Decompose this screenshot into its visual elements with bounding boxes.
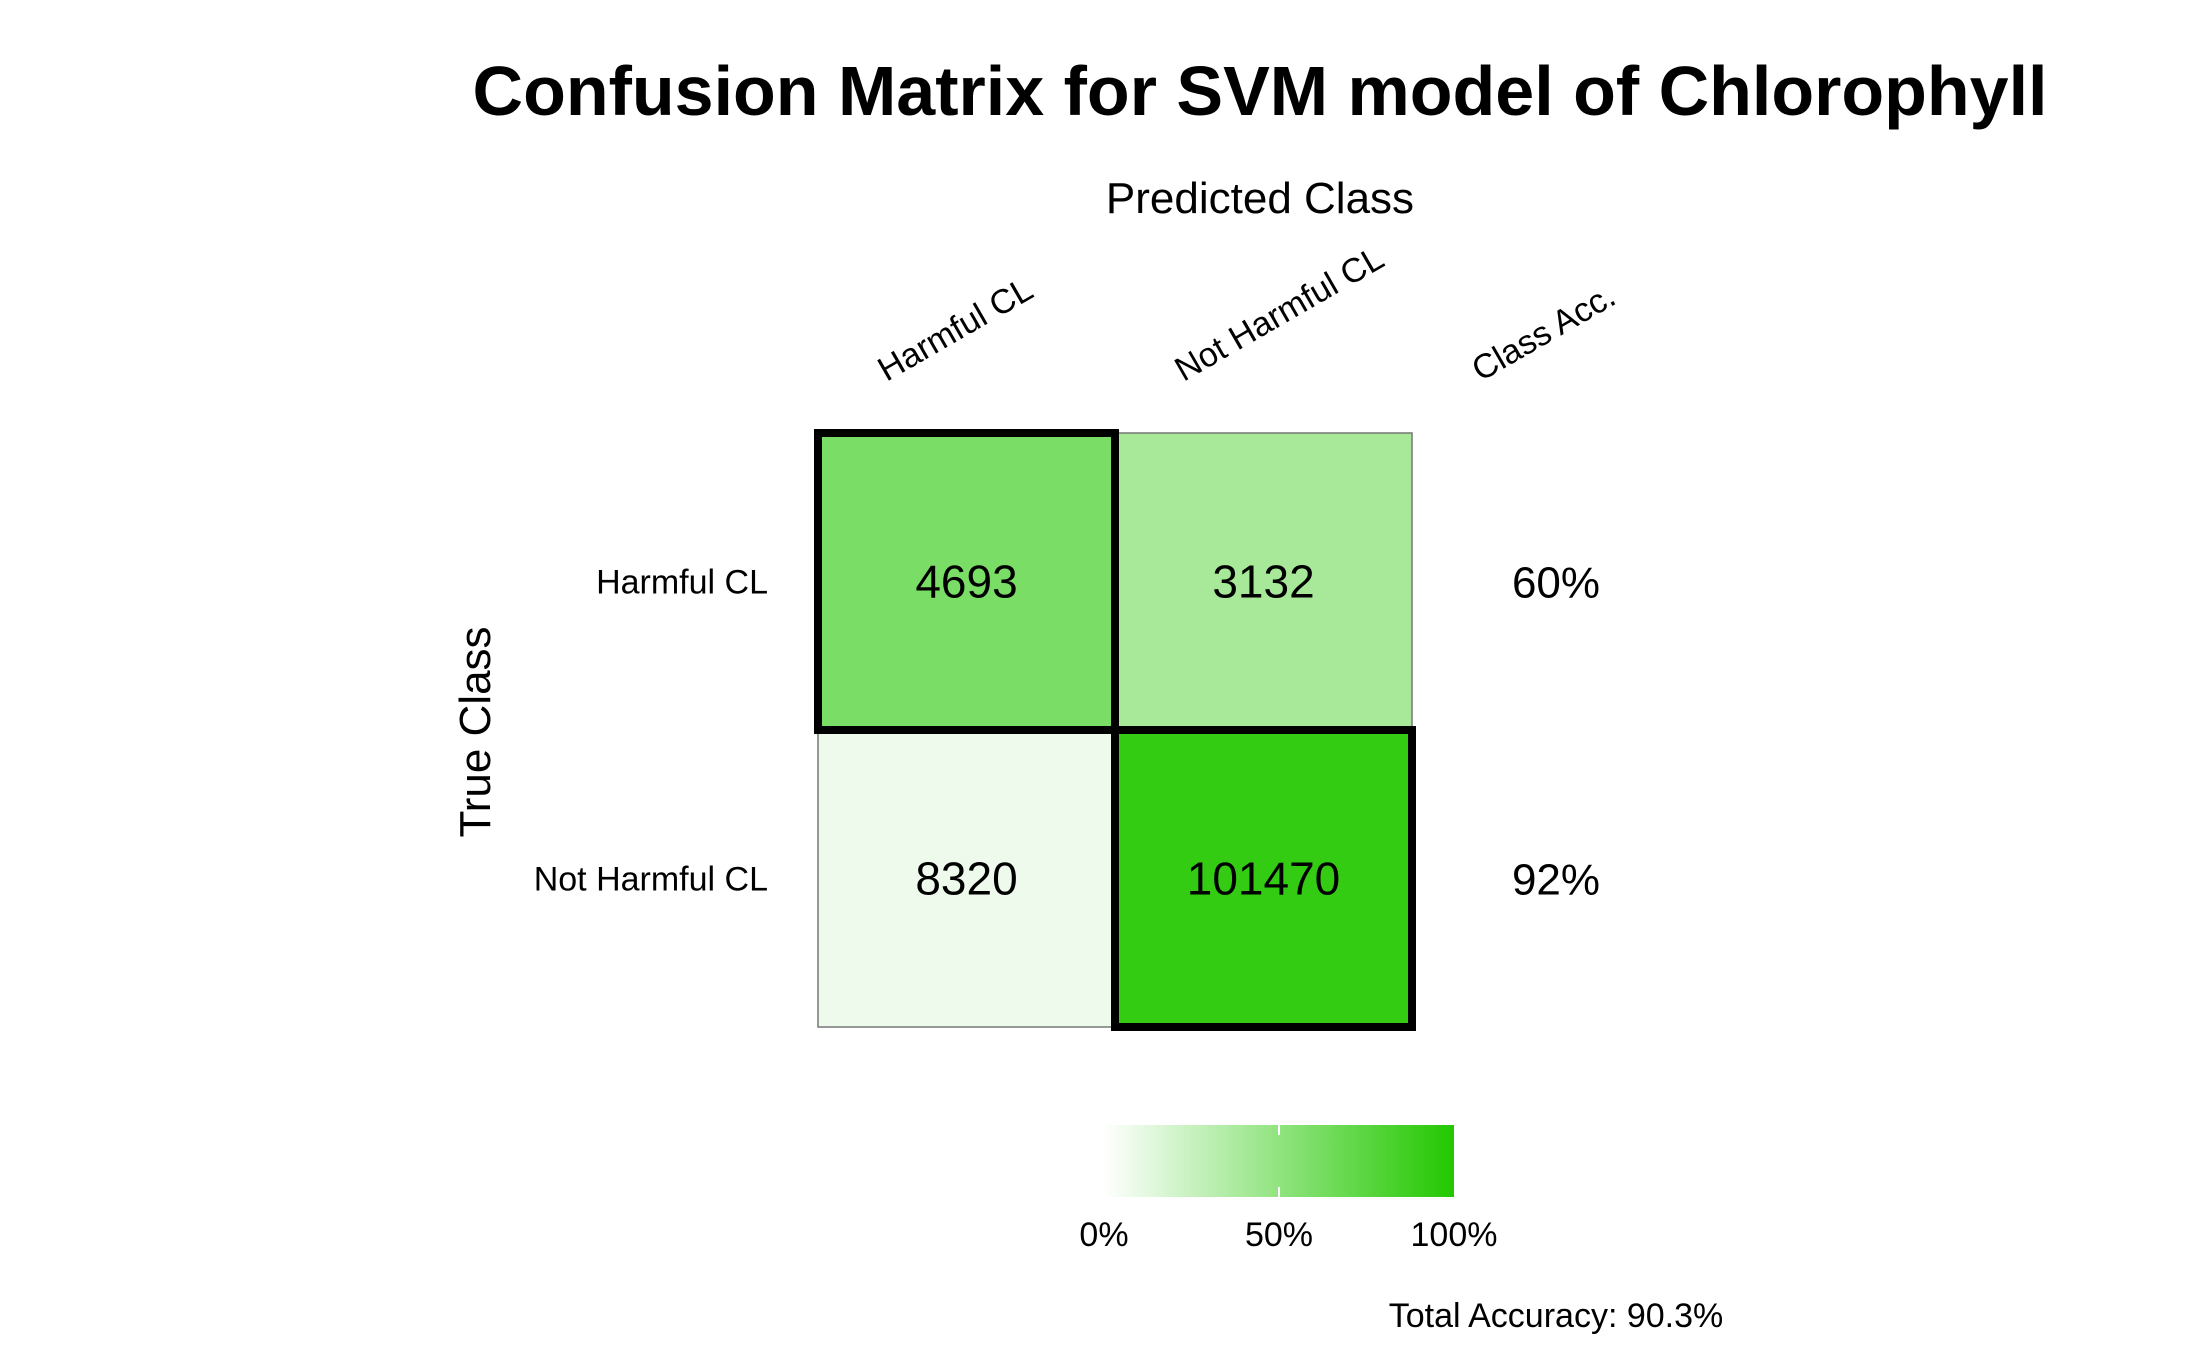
matrix-cell	[1114, 729, 1413, 1028]
color-legend: 0% 50% 100%	[1079, 1125, 1497, 1254]
total-accuracy: Total Accuracy: 90.3%	[1389, 1297, 1724, 1335]
matrix-cells: 4693 3132 8320 101470	[814, 429, 1416, 1031]
cell-value-label: 4693	[915, 556, 1017, 608]
row-labels: Harmful CL Not Harmful CL	[534, 564, 768, 899]
cell-value-label: 101470	[1187, 853, 1341, 905]
class-accuracy-value: 60%	[1512, 559, 1600, 608]
y-axis-title: True Class	[451, 626, 500, 837]
row-label: Harmful CL	[596, 564, 768, 602]
matrix-cell	[817, 432, 1116, 731]
column-label: Not Harmful CL	[1169, 239, 1391, 389]
legend-tick-label: 0%	[1079, 1216, 1128, 1254]
legend-gradient-bar	[1104, 1125, 1454, 1197]
column-labels: Harmful CL Not Harmful CL Class Acc.	[872, 239, 1622, 389]
matrix-cell	[1114, 432, 1413, 731]
class-accuracy-column: 60% 92%	[1512, 559, 1600, 905]
legend-tick-label: 100%	[1411, 1216, 1498, 1254]
chart-title: Confusion Matrix for SVM model of Chloro…	[473, 52, 2048, 130]
column-label: Harmful CL	[872, 270, 1040, 389]
class-acc-header: Class Acc.	[1466, 277, 1622, 389]
diagonal-highlight	[814, 429, 1119, 734]
class-accuracy-value: 92%	[1512, 856, 1600, 905]
diagonal-highlight	[1111, 726, 1416, 1031]
x-axis-title: Predicted Class	[1106, 174, 1414, 223]
legend-ticks: 0% 50% 100%	[1079, 1125, 1497, 1254]
legend-tick-label: 50%	[1245, 1216, 1313, 1254]
cell-value-label: 8320	[915, 853, 1017, 905]
row-label: Not Harmful CL	[534, 861, 768, 899]
cell-value-label: 3132	[1212, 556, 1314, 608]
